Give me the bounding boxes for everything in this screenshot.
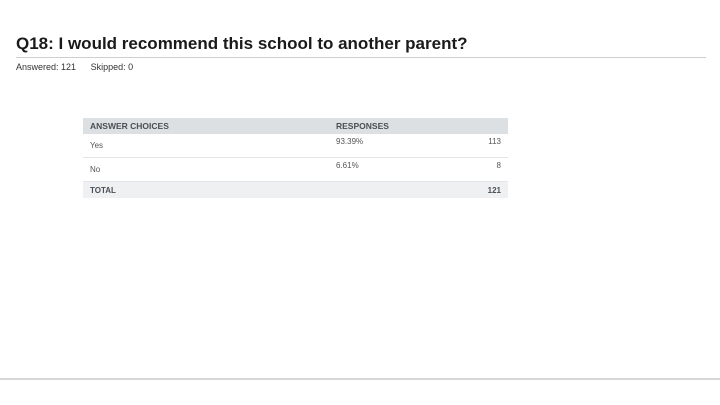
answer-choices-header: ANSWER CHOICES	[83, 118, 329, 134]
table-row: Yes 93.39% 113	[83, 134, 508, 158]
answer-choice-yes: Yes	[83, 134, 329, 158]
skipped-count: Skipped: 0	[90, 62, 134, 72]
results-table: ANSWER CHOICES RESPONSES Yes 93.39% 113 …	[83, 118, 508, 198]
response-count: 113	[469, 134, 508, 158]
response-count: 8	[469, 157, 508, 182]
answered-count: Answered: 121	[16, 62, 77, 72]
responses-header: RESPONSES	[329, 118, 508, 134]
total-row: TOTAL 121	[83, 181, 508, 198]
total-label: TOTAL	[83, 181, 329, 198]
total-percent-empty	[329, 181, 469, 198]
answer-choice-no: No	[83, 157, 329, 182]
response-percent: 93.39%	[329, 134, 469, 158]
table-header-row: ANSWER CHOICES RESPONSES	[83, 118, 508, 134]
response-summary: Answered: 121 Skipped: 0	[16, 62, 133, 72]
title-divider	[16, 57, 706, 58]
footer-divider	[0, 378, 720, 380]
question-title: Q18: I would recommend this school to an…	[16, 34, 468, 53]
response-percent: 6.61%	[329, 157, 469, 182]
table-row: No 6.61% 8	[83, 157, 508, 182]
total-count: 121	[469, 181, 508, 198]
